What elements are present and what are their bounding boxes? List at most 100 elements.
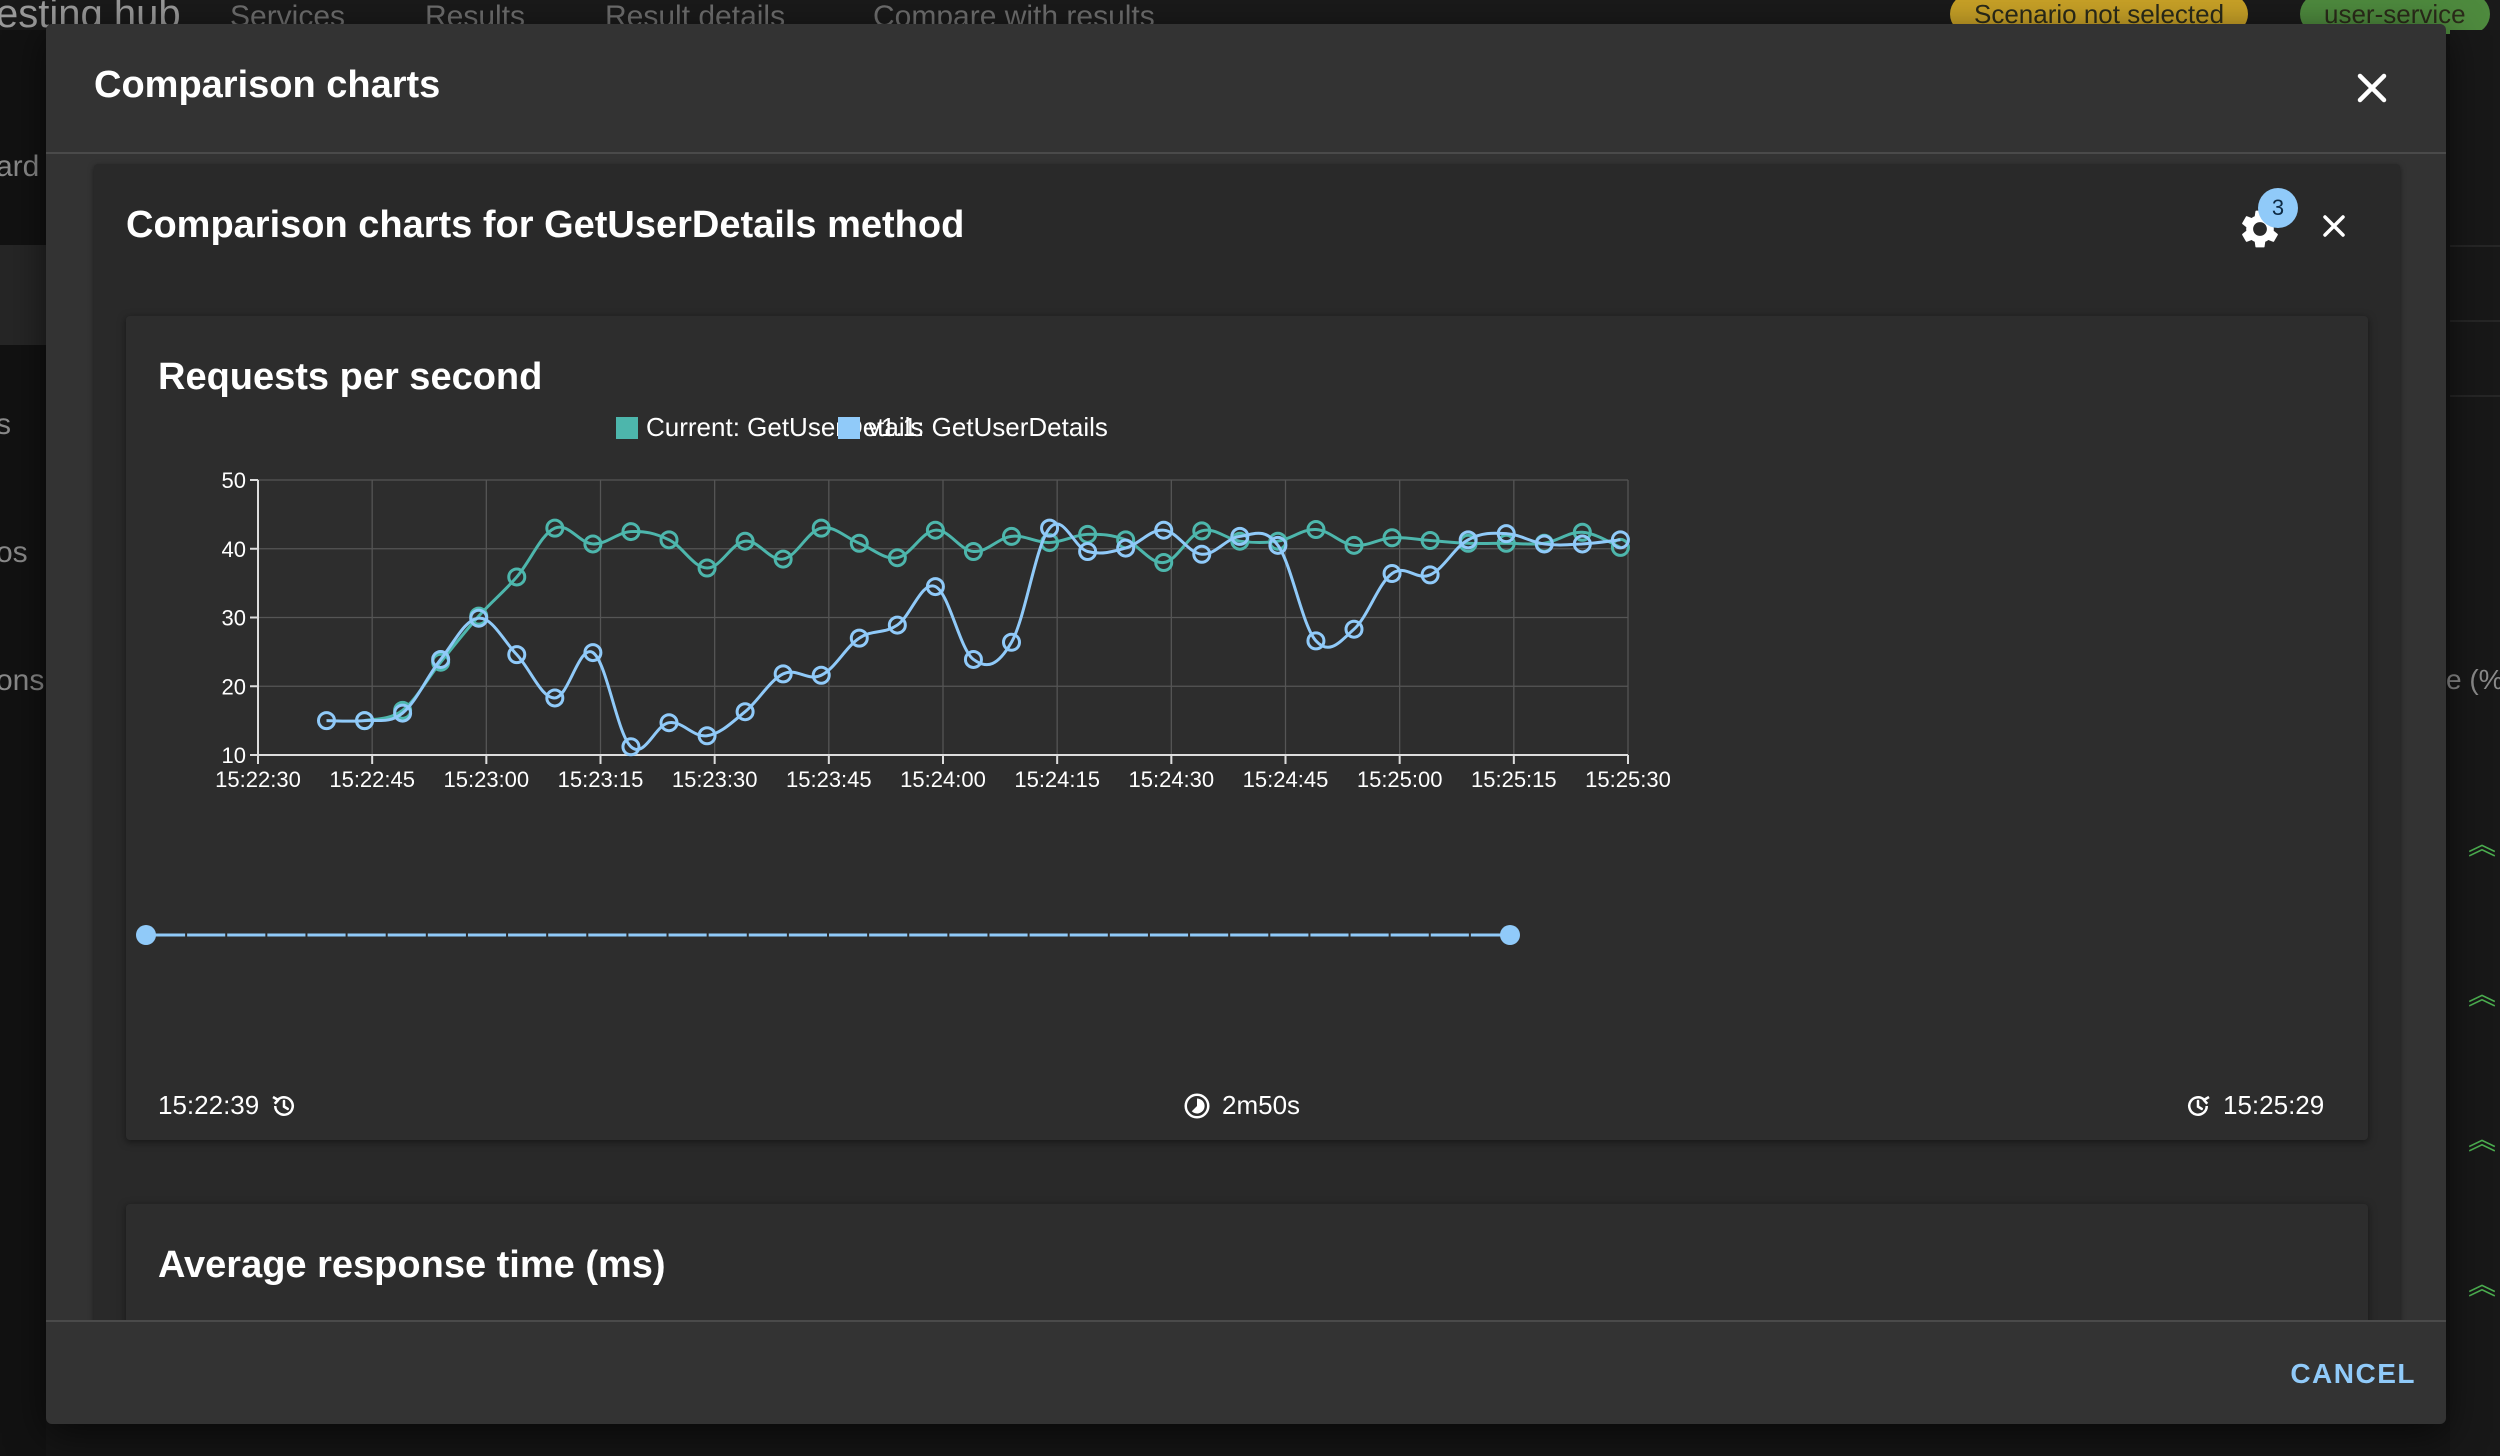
data-point: [811, 665, 831, 685]
close-icon[interactable]: [2346, 62, 2398, 114]
x-tick-label: 15:25:15: [1471, 767, 1557, 792]
dialog-title: Comparison charts: [94, 64, 441, 106]
data-point: [545, 518, 565, 538]
expand-up-icon[interactable]: ︽: [2468, 1269, 2497, 1300]
x-tick-label: 15:23:45: [786, 767, 872, 792]
data-point: [1344, 535, 1364, 555]
divider: [2450, 245, 2500, 247]
data-point: [1496, 533, 1516, 553]
x-tick-label: 15:23:30: [672, 767, 758, 792]
y-tick-label: 40: [222, 537, 246, 562]
data-point: [1268, 535, 1288, 555]
data-point: [317, 711, 336, 731]
data-point: [1458, 530, 1478, 550]
data-point: [1154, 553, 1174, 572]
series-line-1: [364, 525, 1621, 723]
range-duration-label: 2m50s: [1182, 1090, 1300, 1121]
data-point: [507, 567, 527, 587]
data-point: [925, 520, 945, 540]
data-point: [1382, 528, 1402, 548]
data-point: [887, 548, 907, 568]
sidebar-item-4[interactable]: ons: [0, 664, 45, 697]
history-icon: [272, 1095, 295, 1116]
close-icon[interactable]: [2314, 206, 2354, 246]
app-sidebar: [0, 30, 46, 1456]
data-point: [773, 664, 793, 684]
data-point: [1382, 564, 1402, 583]
data-point: [697, 558, 717, 578]
response-time-chart-card: Average response time (ms): [126, 1204, 2368, 1320]
data-point: [659, 530, 679, 550]
x-tick-label: 15:24:30: [1129, 767, 1215, 792]
legend-label: v1.1: GetUserDetails: [868, 412, 1108, 442]
data-point: [735, 531, 755, 551]
x-tick-label: 15:22:45: [329, 767, 415, 792]
expand-up-icon[interactable]: ︽: [2468, 979, 2497, 1010]
data-point: [1078, 542, 1098, 561]
dialog-body[interactable]: Comparison charts for GetUserDetails met…: [46, 154, 2446, 1320]
x-tick-label: 15:24:15: [1014, 767, 1100, 792]
data-point: [963, 649, 983, 669]
range-start-time: 15:22:39: [158, 1090, 260, 1120]
x-tick-label: 15:22:30: [215, 767, 301, 792]
sidebar-item-1[interactable]: ard: [0, 150, 40, 183]
data-point: [1572, 534, 1592, 554]
x-tick-label: 15:24:45: [1243, 767, 1329, 792]
update-icon: [2188, 1095, 2210, 1116]
data-point: [735, 702, 755, 722]
legend-swatch: [616, 417, 638, 439]
series-line-2: [326, 522, 1621, 751]
timelapse-icon: [1184, 1093, 1210, 1118]
range-start-label: 15:22:39: [158, 1090, 299, 1121]
expand-up-icon[interactable]: ︽: [2468, 829, 2497, 860]
data-point: [1192, 544, 1212, 564]
x-tick-label: 15:25:00: [1357, 767, 1443, 792]
data-point: [1420, 531, 1440, 550]
range-end-label: 15:25:29: [2183, 1090, 2324, 1121]
data-point: [431, 649, 451, 669]
divider: [2450, 395, 2500, 397]
sidebar-item-2[interactable]: s: [0, 408, 11, 441]
data-point: [469, 608, 489, 628]
dialog-header: Comparison charts: [46, 24, 2446, 154]
data-point: [583, 643, 603, 663]
data-point: [1610, 537, 1630, 557]
data-point: [963, 542, 983, 561]
comparison-dialog: Comparison charts Comparison charts for …: [46, 24, 2446, 1424]
data-point: [925, 577, 945, 597]
sidebar-item-3[interactable]: os: [0, 536, 28, 569]
range-start-handle[interactable]: [136, 925, 156, 945]
data-point: [849, 533, 869, 553]
x-tick-label: 15:25:30: [1585, 767, 1671, 792]
chart-title: Average response time (ms): [158, 1244, 666, 1286]
data-point: [355, 711, 375, 731]
app-right-panel: [2450, 30, 2500, 1456]
range-end-handle[interactable]: [1500, 925, 1520, 945]
expand-up-icon[interactable]: ︽: [2468, 1124, 2497, 1155]
data-point: [1496, 524, 1516, 544]
data-point: [1306, 631, 1326, 651]
data-point: [1230, 526, 1250, 546]
data-point: [545, 688, 565, 708]
cancel-button[interactable]: CANCEL: [2290, 1358, 2416, 1389]
data-point: [583, 534, 603, 554]
data-point: [887, 615, 907, 635]
data-point: [1002, 526, 1021, 546]
dialog-footer: CANCEL: [46, 1320, 2446, 1424]
y-tick-label: 10: [222, 743, 246, 768]
data-point: [621, 522, 641, 542]
y-tick-label: 20: [222, 674, 246, 699]
x-tick-label: 15:23:15: [558, 767, 644, 792]
data-point: [1116, 538, 1136, 558]
y-tick-label: 30: [222, 606, 246, 631]
right-panel-header: e (%: [2446, 664, 2500, 695]
data-point: [849, 628, 869, 648]
range-duration: 2m50s: [1222, 1090, 1301, 1120]
data-point: [697, 726, 717, 746]
settings-count-badge: 3: [2258, 188, 2298, 228]
divider: [2450, 320, 2500, 322]
data-point: [1610, 530, 1630, 550]
sidebar-selected-item[interactable]: [0, 245, 46, 345]
data-point: [773, 549, 793, 569]
range-end-time: 15:25:29: [2223, 1090, 2325, 1120]
